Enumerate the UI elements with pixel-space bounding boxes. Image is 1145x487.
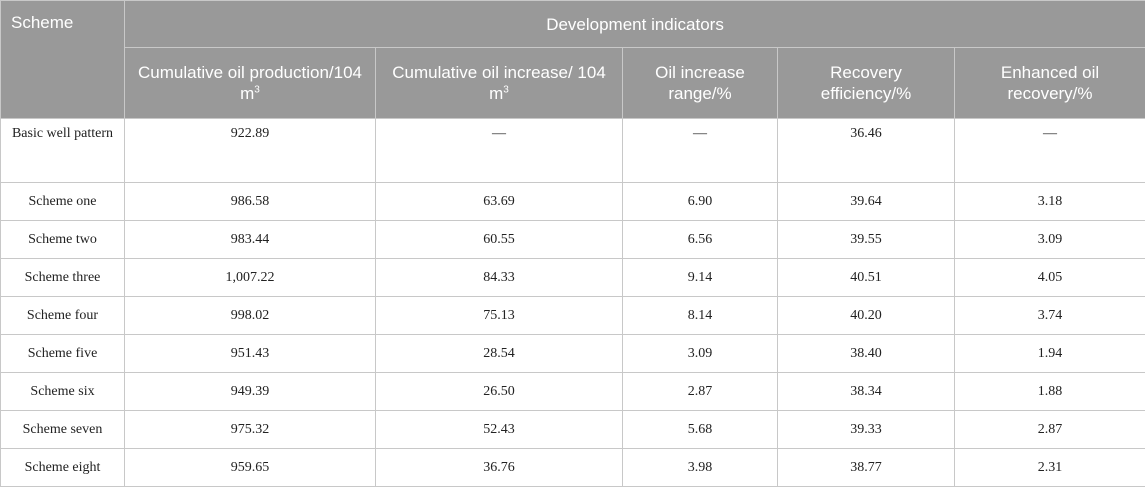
value-cell: 8.14 <box>623 297 778 335</box>
value-cell: 38.40 <box>778 335 955 373</box>
value-cell: 2.31 <box>955 449 1145 487</box>
value-cell: 39.33 <box>778 411 955 449</box>
scheme-cell: Scheme eight <box>1 449 125 487</box>
value-cell: 1.88 <box>955 373 1145 411</box>
column-header-oil-increase-range: Oil increase range/% <box>623 48 778 119</box>
value-cell: 84.33 <box>376 259 623 297</box>
value-cell: 983.44 <box>125 221 376 259</box>
value-cell: 38.34 <box>778 373 955 411</box>
scheme-cell: Scheme two <box>1 221 125 259</box>
table-row: Scheme three 1,007.22 84.33 9.14 40.51 4… <box>1 259 1145 297</box>
value-cell: 3.09 <box>623 335 778 373</box>
table-row: Scheme seven 975.32 52.43 5.68 39.33 2.8… <box>1 411 1145 449</box>
value-cell: 28.54 <box>376 335 623 373</box>
value-cell: 6.90 <box>623 183 778 221</box>
value-cell: — <box>376 119 623 183</box>
table-row: Scheme eight 959.65 36.76 3.98 38.77 2.3… <box>1 449 1145 487</box>
scheme-cell: Scheme five <box>1 335 125 373</box>
scheme-column-header: Scheme <box>1 1 125 119</box>
scheme-cell: Scheme one <box>1 183 125 221</box>
value-cell: 1.94 <box>955 335 1145 373</box>
value-cell: 26.50 <box>376 373 623 411</box>
header-row-group: Scheme Development indicators <box>1 1 1145 48</box>
scheme-cell: Basic well pattern <box>1 119 125 183</box>
value-cell: 2.87 <box>623 373 778 411</box>
value-cell: 38.77 <box>778 449 955 487</box>
scheme-cell: Scheme four <box>1 297 125 335</box>
value-cell: 36.76 <box>376 449 623 487</box>
value-cell: 40.20 <box>778 297 955 335</box>
value-cell: 949.39 <box>125 373 376 411</box>
column-header-enhanced-oil-recovery: Enhanced oil recovery/% <box>955 48 1145 119</box>
value-cell: 39.55 <box>778 221 955 259</box>
scheme-cell: Scheme seven <box>1 411 125 449</box>
value-cell: 5.68 <box>623 411 778 449</box>
table-row: Scheme one 986.58 63.69 6.90 39.64 3.18 <box>1 183 1145 221</box>
value-cell: 75.13 <box>376 297 623 335</box>
table-row: Scheme five 951.43 28.54 3.09 38.40 1.94 <box>1 335 1145 373</box>
value-cell: 959.65 <box>125 449 376 487</box>
value-cell: 1,007.22 <box>125 259 376 297</box>
scheme-cell: Scheme six <box>1 373 125 411</box>
value-cell: 40.51 <box>778 259 955 297</box>
column-header-recovery-efficiency: Recovery efficiency/% <box>778 48 955 119</box>
value-cell: 2.87 <box>955 411 1145 449</box>
value-cell: 975.32 <box>125 411 376 449</box>
value-cell: 4.05 <box>955 259 1145 297</box>
value-cell: 3.18 <box>955 183 1145 221</box>
value-cell: 986.58 <box>125 183 376 221</box>
value-cell: 52.43 <box>376 411 623 449</box>
value-cell: 6.56 <box>623 221 778 259</box>
table-row: Scheme six 949.39 26.50 2.87 38.34 1.88 <box>1 373 1145 411</box>
table-row: Scheme four 998.02 75.13 8.14 40.20 3.74 <box>1 297 1145 335</box>
value-cell: 63.69 <box>376 183 623 221</box>
value-cell: 922.89 <box>125 119 376 183</box>
column-header-cumulative-oil-increase: Cumulative oil increase/ 104 m3 <box>376 48 623 119</box>
header-row-columns: Cumulative oil production/104 m3 Cumulat… <box>1 48 1145 119</box>
value-cell: 60.55 <box>376 221 623 259</box>
column-header-cumulative-oil-production: Cumulative oil production/104 m3 <box>125 48 376 119</box>
value-cell: — <box>623 119 778 183</box>
value-cell: 36.46 <box>778 119 955 183</box>
value-cell: 39.64 <box>778 183 955 221</box>
value-cell: 9.14 <box>623 259 778 297</box>
value-cell: 951.43 <box>125 335 376 373</box>
value-cell: 998.02 <box>125 297 376 335</box>
value-cell: — <box>955 119 1145 183</box>
value-cell: 3.98 <box>623 449 778 487</box>
development-indicators-header: Development indicators <box>125 1 1145 48</box>
table-row: Scheme two 983.44 60.55 6.56 39.55 3.09 <box>1 221 1145 259</box>
table-row: Basic well pattern 922.89 — — 36.46 — <box>1 119 1145 183</box>
scheme-cell: Scheme three <box>1 259 125 297</box>
value-cell: 3.09 <box>955 221 1145 259</box>
value-cell: 3.74 <box>955 297 1145 335</box>
